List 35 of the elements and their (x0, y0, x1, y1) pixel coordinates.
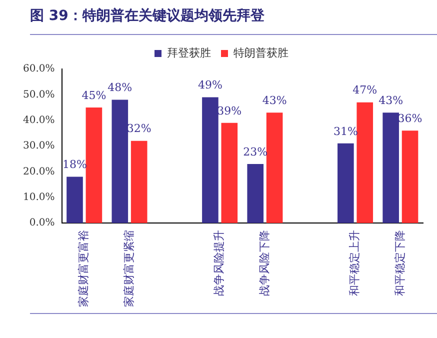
x-tick-label: 和平稳定上升 (348, 230, 362, 296)
data-label: 47% (352, 84, 378, 97)
y-tick-label: 10.0% (22, 192, 55, 203)
y-tick-label: 20.0% (22, 166, 55, 178)
x-tick-label: 战争风险下降 (258, 230, 271, 296)
bar (221, 122, 238, 223)
y-tick-label: 50.0% (22, 89, 55, 100)
data-label: 32% (126, 122, 152, 136)
bar (130, 140, 148, 223)
bar (266, 112, 283, 223)
legend-label: 拜登获胜 (167, 46, 211, 60)
data-label: 45% (82, 88, 106, 102)
legend-label: 特朗普获胜 (234, 46, 288, 60)
x-tick-label: 家庭财富更紧缩 (122, 230, 136, 307)
bar (112, 100, 128, 223)
bar (66, 176, 83, 223)
bar (247, 164, 264, 223)
bar (202, 97, 218, 223)
data-label: 43% (262, 94, 287, 107)
data-label: 48% (108, 81, 132, 94)
bar (402, 130, 418, 223)
bar (382, 112, 399, 223)
x-tick-label: 战争风险提升 (212, 230, 226, 296)
bar (338, 143, 354, 223)
x-tick-label: 家庭财富更富裕 (77, 230, 90, 307)
chart-title: 图 39：特朗普在关键议题均领先拜登 (30, 7, 264, 25)
y-tick-label: 60.0% (22, 64, 55, 75)
bar (86, 108, 102, 223)
y-tick-label: 30.0% (22, 140, 55, 152)
data-label: 43% (378, 94, 404, 107)
y-tick-label: 40.0% (22, 114, 55, 126)
data-label: 49% (198, 78, 222, 92)
y-tick-label: 0.0% (29, 218, 55, 229)
bar (356, 102, 374, 223)
x-tick-label: 和平稳定下降 (393, 230, 406, 296)
